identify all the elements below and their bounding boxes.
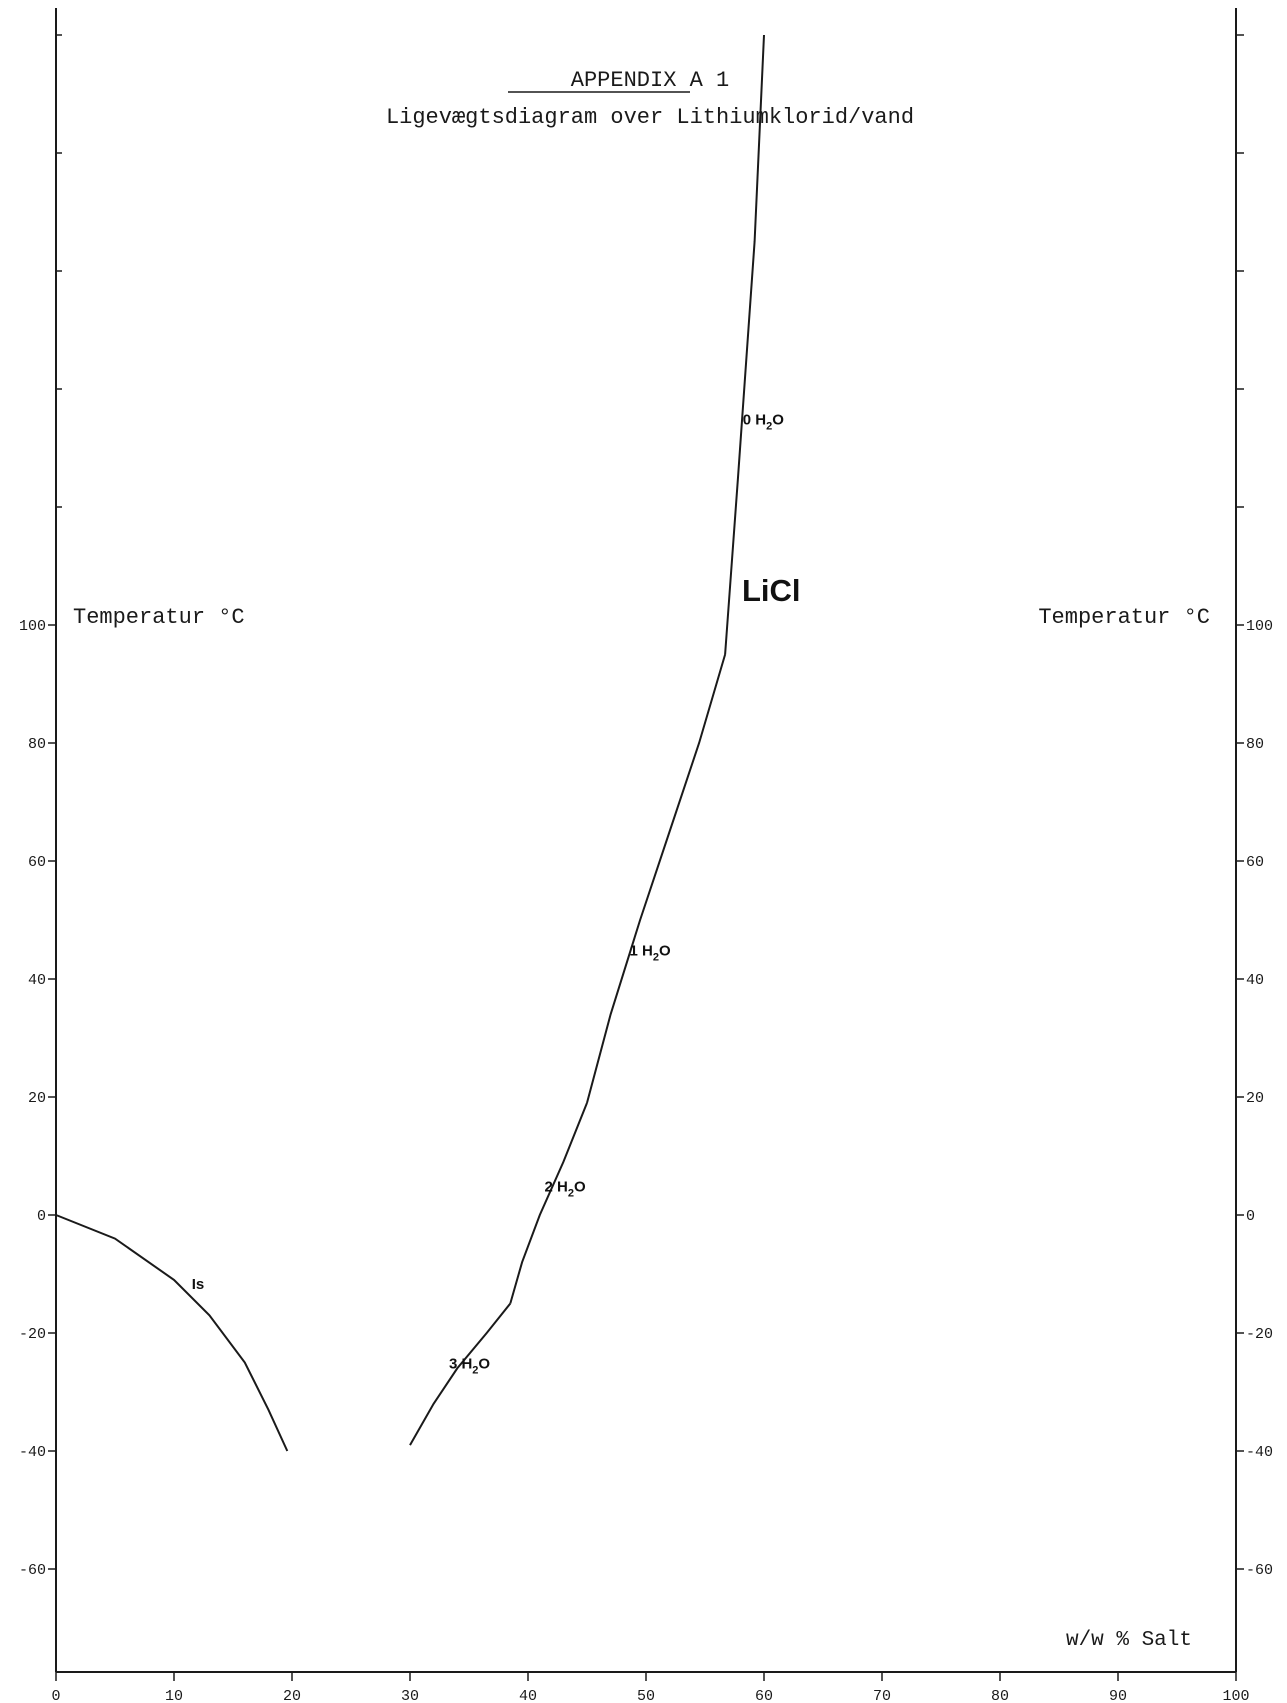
x-tick-label: 0: [51, 1688, 60, 1703]
y-tick-label-left: -40: [19, 1444, 46, 1461]
x-tick-label: 20: [283, 1688, 301, 1703]
phase-label: 0 H2O: [743, 411, 784, 432]
y-tick-label-right: 0: [1246, 1208, 1255, 1225]
chart-subtitle: Ligevægtsdiagram over Lithiumklorid/vand: [386, 105, 914, 130]
y-tick-label-right: 40: [1246, 972, 1264, 989]
x-tick-label: 60: [755, 1688, 773, 1703]
x-tick-label: 40: [519, 1688, 537, 1703]
x-tick-label: 100: [1222, 1688, 1249, 1703]
y-tick-label-right: -40: [1246, 1444, 1273, 1461]
y-tick-label-right: 100: [1246, 618, 1273, 635]
x-tick-label: 90: [1109, 1688, 1127, 1703]
y-tick-label-left: -20: [19, 1326, 46, 1343]
x-tick-label: 50: [637, 1688, 655, 1703]
curve-1: [55, 1214, 289, 1452]
y-tick-label-right: 20: [1246, 1090, 1264, 1107]
x-tick-label: 30: [401, 1688, 419, 1703]
ticks: 0 10 20 30 40 50 60 70 80 90 100 -60 -60 -40 -40 -20 -20…: [19, 34, 1273, 1703]
y-tick-label-left: 100: [19, 618, 46, 635]
y-tick-label-left: 80: [28, 736, 46, 753]
curve-3: [509, 1102, 588, 1304]
phase-label: 1 H2O: [629, 942, 670, 963]
y-tick-label-right: -60: [1246, 1562, 1273, 1579]
y-tick-label-left: 20: [28, 1090, 46, 1107]
y-tick-label-left: -60: [19, 1562, 46, 1579]
x-tick-label: 10: [165, 1688, 183, 1703]
phase-label: Is: [192, 1276, 205, 1293]
curve-2: [409, 1302, 512, 1446]
y-tick-label-left: 60: [28, 854, 46, 871]
curve-5: [724, 34, 765, 655]
y-tick-label-left: 40: [28, 972, 46, 989]
y-axis-label-right: Temperatur °C: [1038, 605, 1210, 630]
curve-4: [586, 654, 727, 1104]
curves: [55, 34, 765, 1452]
x-tick-label: 80: [991, 1688, 1009, 1703]
phase-label: 2 H2O: [545, 1178, 586, 1199]
chart-title: APPENDIX A 1: [571, 68, 729, 93]
y-tick-label-right: 80: [1246, 736, 1264, 753]
compound-label: LiCl: [742, 573, 801, 608]
x-axis-label: w/w % Salt: [1066, 1629, 1192, 1652]
y-tick-label-right: 60: [1246, 854, 1264, 871]
x-tick-label: 70: [873, 1688, 891, 1703]
phase-label: 3 H2O: [449, 1355, 490, 1376]
y-axis-label-left: Temperatur °C: [73, 605, 245, 630]
y-tick-label-right: -20: [1246, 1326, 1273, 1343]
annotations: Is 3 H2O 2 H2O 1 H2O 0 H2O: [192, 411, 785, 1376]
y-tick-label-left: 0: [37, 1208, 46, 1225]
axes: [55, 8, 1237, 1673]
